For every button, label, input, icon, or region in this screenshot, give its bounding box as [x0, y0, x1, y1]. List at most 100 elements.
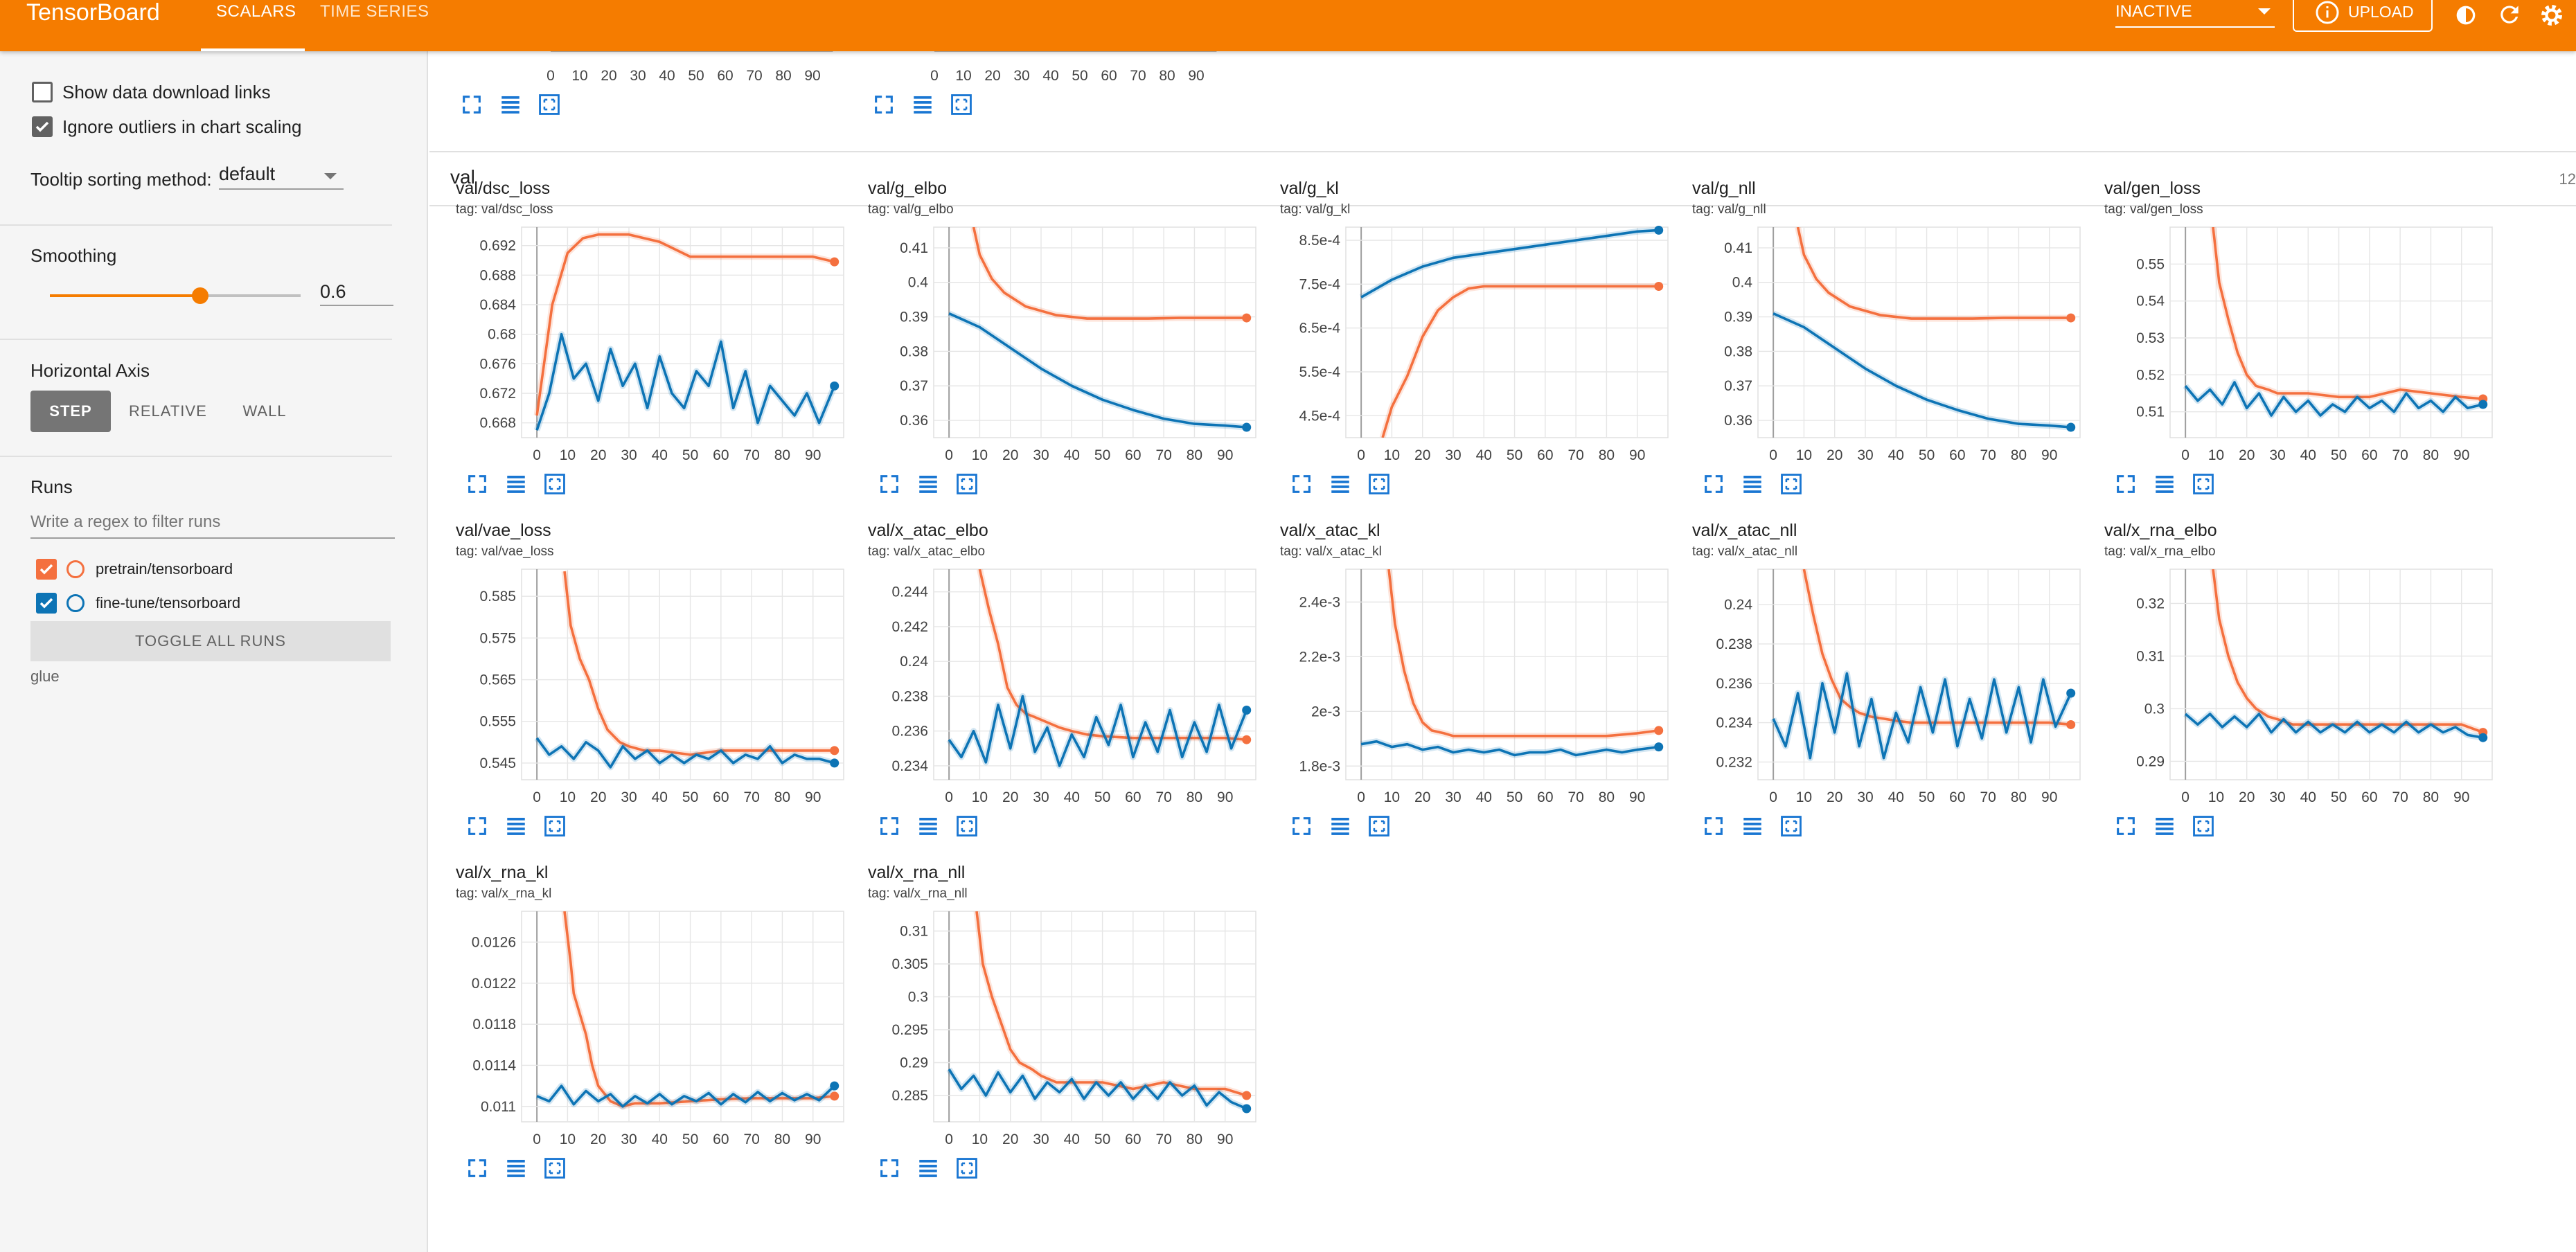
toggle-all-runs-button[interactable]: TOGGLE ALL RUNS — [30, 621, 391, 661]
fullscreen-icon[interactable] — [2114, 814, 2138, 838]
data-table-icon[interactable] — [916, 814, 940, 838]
line-chart[interactable]: 0 10 20 30 40 50 60 70 80 90 0.55 0.54 0.53 0.52 0.51 — [2104, 226, 2499, 468]
data-table-icon[interactable] — [1741, 472, 1764, 496]
data-table-icon[interactable] — [911, 93, 934, 116]
x-tick-label: 70 — [1980, 447, 1996, 463]
fullscreen-icon[interactable] — [872, 93, 896, 116]
x-tick-label: 50 — [1919, 447, 1935, 463]
run-finetune-color-circle[interactable] — [66, 594, 85, 612]
y-tick-label: 2.4e-3 — [1299, 594, 1340, 610]
fit-domain-icon[interactable] — [955, 814, 979, 838]
fit-domain-icon[interactable] — [1779, 472, 1803, 496]
runs-extra-text: glue — [30, 668, 60, 685]
line-chart[interactable]: 0 10 20 30 40 50 60 70 80 90 0.41 0.4 0.39 0.38 0.37 0.… — [1692, 226, 2087, 468]
fit-domain-icon[interactable] — [2192, 472, 2215, 496]
series-line — [2184, 713, 2484, 739]
fullscreen-icon[interactable] — [460, 93, 483, 116]
fullscreen-icon[interactable] — [878, 472, 901, 496]
fullscreen-icon[interactable] — [465, 472, 489, 496]
data-table-icon[interactable] — [1741, 814, 1764, 838]
line-chart[interactable]: 0 10 20 30 40 50 60 70 80 90 0.24 0.238 0.236 0.234 0.… — [1692, 568, 2087, 810]
fit-domain-icon[interactable] — [543, 814, 567, 838]
data-table-icon[interactable] — [504, 1156, 528, 1180]
fit-domain-icon[interactable] — [543, 1156, 567, 1180]
data-table-icon[interactable] — [499, 93, 522, 116]
y-tick-label: 0.36 — [900, 413, 928, 429]
data-table-icon[interactable] — [916, 1156, 940, 1180]
runs-filter-input[interactable]: Write a regex to filter runs — [30, 507, 395, 539]
tab-scalars[interactable]: SCALARS — [216, 2, 296, 21]
fullscreen-icon[interactable] — [465, 814, 489, 838]
run-finetune-checkbox[interactable] — [36, 593, 57, 614]
fit-domain-icon[interactable] — [955, 1156, 979, 1180]
fit-domain-icon[interactable] — [543, 472, 567, 496]
x-tick-label: 70 — [1980, 789, 1996, 805]
data-table-icon[interactable] — [916, 472, 940, 496]
x-tick-label: 40 — [652, 1132, 668, 1147]
data-table-icon[interactable] — [504, 814, 528, 838]
series-end-point — [2066, 719, 2076, 729]
inactive-plugins-dropdown[interactable]: INACTIVE — [2115, 0, 2275, 28]
scalar-chart-card: val/x_rna_kl tag: val/x_rna_kl 0 10 20 30 40 50… — [456, 863, 844, 1188]
line-chart[interactable]: 0 10 20 30 40 50 60 70 80 90 0.692 0.688 0.684 0.68 0.… — [456, 226, 851, 468]
x-tick-label: 10 — [571, 68, 587, 84]
brightness-icon[interactable] — [2452, 1, 2480, 29]
line-chart[interactable]: 0 10 20 30 40 50 60 70 80 90 0.32 0.31 0.3 0.29 — [2104, 568, 2499, 810]
y-tick-label: 0.684 — [479, 297, 516, 313]
line-chart[interactable]: 0 10 20 30 40 50 60 70 80 90 2.4e-3 2.2e-3 2e-3 1.8e-… — [1280, 568, 1675, 810]
app-brand[interactable]: TensorBoard — [26, 0, 160, 26]
show-download-links-checkbox[interactable] — [32, 82, 53, 102]
chart-tag-label: tag: val/x_atac_kl — [1280, 544, 1382, 559]
upload-button[interactable]: UPLOAD — [2293, 0, 2433, 32]
fullscreen-icon[interactable] — [878, 1156, 901, 1180]
fit-domain-icon[interactable] — [2192, 814, 2215, 838]
fullscreen-icon[interactable] — [1290, 472, 1313, 496]
fit-domain-icon[interactable] — [538, 93, 561, 116]
x-tick-label: 70 — [2392, 789, 2408, 805]
fullscreen-icon[interactable] — [2114, 472, 2138, 496]
fullscreen-icon[interactable] — [465, 1156, 489, 1180]
chart-tag-label: tag: val/x_rna_nll — [868, 886, 968, 901]
fit-domain-icon[interactable] — [955, 472, 979, 496]
fit-domain-icon[interactable] — [1779, 814, 1803, 838]
ignore-outliers-checkbox[interactable] — [32, 116, 53, 137]
data-table-icon[interactable] — [2153, 472, 2176, 496]
run-pretrain-color-circle[interactable] — [66, 560, 85, 578]
line-chart[interactable]: 0 10 20 30 40 50 60 70 80 90 0.244 0.242 0.24 0.238 0.… — [868, 568, 1263, 810]
series-end-point — [1242, 1091, 1252, 1100]
data-table-icon[interactable] — [1329, 472, 1352, 496]
tag-group-header[interactable]: val 12 — [429, 151, 2576, 206]
axis-wall-button[interactable]: WALL — [242, 402, 287, 420]
line-chart[interactable]: 0 10 20 30 40 50 60 70 80 90 0.0126 0.0122 0.0118 0.0… — [456, 910, 851, 1152]
run-pretrain-checkbox[interactable] — [36, 559, 57, 580]
line-chart[interactable]: 0 10 20 30 40 50 60 70 80 90 0.31 0.305 0.3 0.295 0.29… — [868, 910, 1263, 1152]
fullscreen-icon[interactable] — [878, 814, 901, 838]
fullscreen-icon[interactable] — [1290, 814, 1313, 838]
tooltip-sorting-dropdown[interactable]: default — [219, 162, 344, 190]
refresh-icon[interactable] — [2496, 1, 2523, 28]
settings-gear-icon[interactable] — [2538, 1, 2566, 29]
fit-domain-icon[interactable] — [950, 93, 973, 116]
tab-time-series[interactable]: TIME SERIES — [320, 2, 429, 21]
data-table-icon[interactable] — [504, 472, 528, 496]
smoothing-input[interactable]: 0.6 — [320, 277, 393, 306]
line-chart[interactable]: 0 10 20 30 40 50 60 70 80 90 8.5e-4 7.5e-4 6.5e-4 5.5… — [1280, 226, 1675, 468]
data-table-icon[interactable] — [1329, 814, 1352, 838]
x-tick-label: 90 — [2041, 447, 2057, 463]
fit-domain-icon[interactable] — [1367, 472, 1391, 496]
x-tick-label: 60 — [1125, 447, 1141, 463]
series-end-point — [830, 1081, 840, 1091]
line-chart[interactable]: 0 10 20 30 40 50 60 70 80 90 0.585 0.575 0.565 0.555 0… — [456, 568, 851, 810]
data-table-icon[interactable] — [2153, 814, 2176, 838]
info-icon — [2316, 1, 2339, 24]
fullscreen-icon[interactable] — [1702, 814, 1725, 838]
fit-domain-icon[interactable] — [1367, 814, 1391, 838]
fullscreen-icon[interactable] — [1702, 472, 1725, 496]
y-tick-label: 0.555 — [479, 714, 516, 730]
axis-step-button[interactable]: STEP — [30, 391, 111, 432]
y-tick-label: 2.2e-3 — [1299, 649, 1340, 665]
line-chart[interactable]: 0 10 20 30 40 50 60 70 80 90 0.41 0.4 0.39 0.38 0.37 0.… — [868, 226, 1263, 468]
axis-relative-button[interactable]: RELATIVE — [129, 402, 207, 420]
smoothing-slider-thumb[interactable] — [192, 287, 209, 304]
chart-title: val/vae_loss — [456, 521, 551, 540]
